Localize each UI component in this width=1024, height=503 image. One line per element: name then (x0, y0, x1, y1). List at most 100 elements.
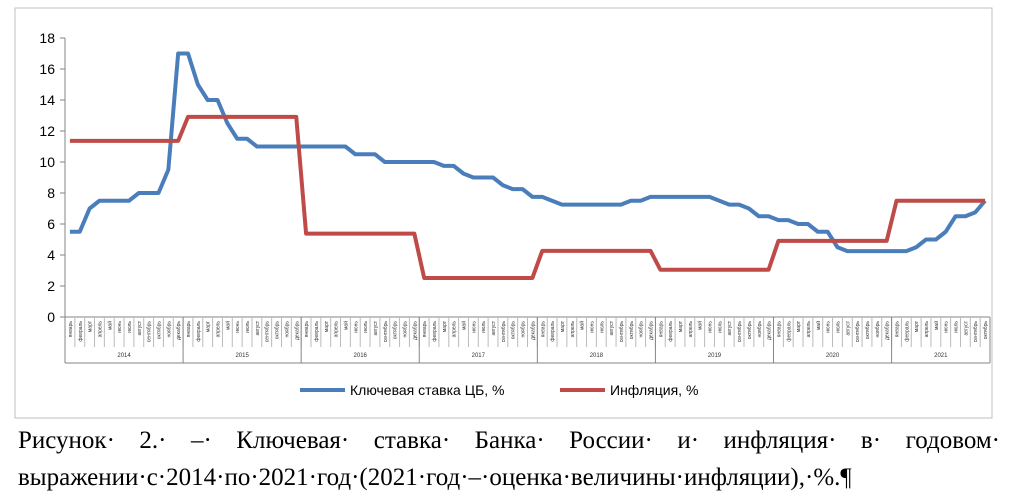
x-tick-label: апрель (570, 321, 576, 338)
x-tick-label: июнь (826, 321, 832, 333)
x-tick-label: сентябрь (383, 321, 389, 343)
x-tick-label: июнь (471, 321, 477, 333)
x-tick-label: март (206, 320, 212, 332)
chart-border (14, 7, 993, 419)
x-tick-label: сентябрь (265, 321, 271, 343)
x-tick-label: май (106, 321, 113, 330)
x-tick-label: июнь (589, 321, 595, 333)
x-tick-label: ноябрь (284, 321, 290, 338)
x-tick-label: декабрь (530, 321, 536, 340)
x-tick-label: август (373, 320, 379, 335)
y-tick-label: 12 (39, 123, 55, 139)
year-label: 2016 (354, 353, 368, 359)
x-tick-label: ноябрь (757, 321, 763, 338)
x-tick-label: октябрь (511, 321, 517, 340)
x-tick-label: февраль (432, 321, 438, 342)
x-tick-label: март (914, 320, 920, 332)
x-tick-label: октябрь (865, 321, 871, 340)
x-tick-label: май (461, 321, 468, 330)
x-tick-label: апрель (452, 321, 458, 338)
x-tick-label: октябрь (393, 321, 399, 340)
x-tick-label: сентябрь (737, 321, 743, 343)
x-tick-label: декабрь (412, 321, 418, 340)
x-tick-label: июль (717, 321, 723, 333)
x-tick-label: июль (363, 321, 369, 333)
x-tick-label: май (224, 321, 231, 330)
year-label: 2020 (826, 353, 840, 359)
y-tick-label: 14 (39, 92, 55, 108)
x-tick-label: январь (422, 321, 428, 338)
x-tick-label: октябрь (983, 321, 989, 340)
x-tick-label: апрель (924, 321, 930, 338)
series-line (69, 114, 986, 280)
x-tick-label: июль (245, 321, 251, 333)
x-tick-label: март (88, 320, 94, 332)
x-tick-label: февраль (786, 321, 792, 342)
y-tick-label: 6 (47, 216, 55, 232)
y-tick-label: 10 (39, 154, 55, 170)
x-tick-label: сентябрь (619, 321, 625, 343)
x-tick-label: июнь (353, 321, 359, 333)
y-tick-label: 0 (47, 309, 55, 325)
x-tick-label: апрель (334, 321, 340, 338)
x-tick-label: апрель (688, 321, 694, 338)
x-tick-label: январь (68, 321, 74, 338)
year-label: 2015 (235, 353, 249, 359)
x-tick-label: август (727, 320, 733, 335)
x-tick-label: апрель (97, 321, 103, 338)
x-tick-label: июль (127, 321, 133, 333)
year-label: 2021 (934, 353, 948, 359)
x-tick-label: май (933, 321, 940, 330)
x-tick-label: октябрь (156, 321, 162, 340)
x-tick-label: август (137, 320, 143, 335)
x-tick-label: октябрь (629, 321, 635, 340)
x-tick-label: июнь (708, 321, 714, 333)
x-tick-label: февраль (78, 321, 84, 342)
x-tick-label: июнь (117, 321, 123, 333)
y-tick-label: 18 (39, 30, 55, 46)
x-tick-label: август (845, 320, 851, 335)
x-tick-label: ноябрь (166, 321, 172, 338)
x-tick-label: ноябрь (875, 321, 881, 338)
year-label: 2018 (590, 353, 604, 359)
x-tick-label: декабрь (885, 321, 891, 340)
x-tick-label: февраль (904, 321, 910, 342)
y-tick-label: 8 (47, 185, 55, 201)
x-tick-label: март (442, 320, 448, 332)
x-tick-label: октябрь (747, 321, 753, 340)
legend-label: Инфляция, % (610, 382, 698, 398)
x-tick-label: март (678, 320, 684, 332)
x-tick-label: январь (304, 321, 310, 338)
x-tick-label: сентябрь (973, 321, 979, 343)
x-tick-label: август (491, 320, 497, 335)
x-tick-label: май (579, 321, 586, 330)
x-tick-label: январь (658, 321, 664, 338)
x-tick-label: май (697, 321, 704, 330)
x-tick-label: февраль (668, 321, 674, 342)
x-tick-label: сентябрь (855, 321, 861, 343)
x-tick-label: август (255, 320, 261, 335)
x-tick-label: сентябрь (147, 321, 153, 343)
year-label: 2014 (117, 353, 131, 359)
y-tick-label: 16 (39, 61, 55, 77)
year-label: 2017 (472, 353, 486, 359)
x-tick-label: июнь (235, 321, 241, 333)
year-label: 2019 (708, 353, 722, 359)
x-tick-label: январь (540, 321, 546, 338)
x-tick-label: май (342, 321, 349, 330)
x-tick-label: июль (835, 321, 841, 333)
x-tick-label: февраль (314, 321, 320, 342)
x-tick-label: ноябрь (521, 321, 527, 338)
x-tick-label: июль (954, 321, 960, 333)
legend-label: Ключевая ставка ЦБ, % (350, 382, 505, 398)
x-tick-label: январь (776, 321, 782, 338)
x-tick-label: март (560, 320, 566, 332)
x-tick-label: апрель (216, 321, 222, 338)
x-tick-label: октябрь (275, 321, 281, 340)
y-tick-label: 4 (47, 247, 55, 263)
x-tick-label: ноябрь (639, 321, 645, 338)
x-tick-label: апрель (806, 321, 812, 338)
x-tick-label: июль (599, 321, 605, 333)
